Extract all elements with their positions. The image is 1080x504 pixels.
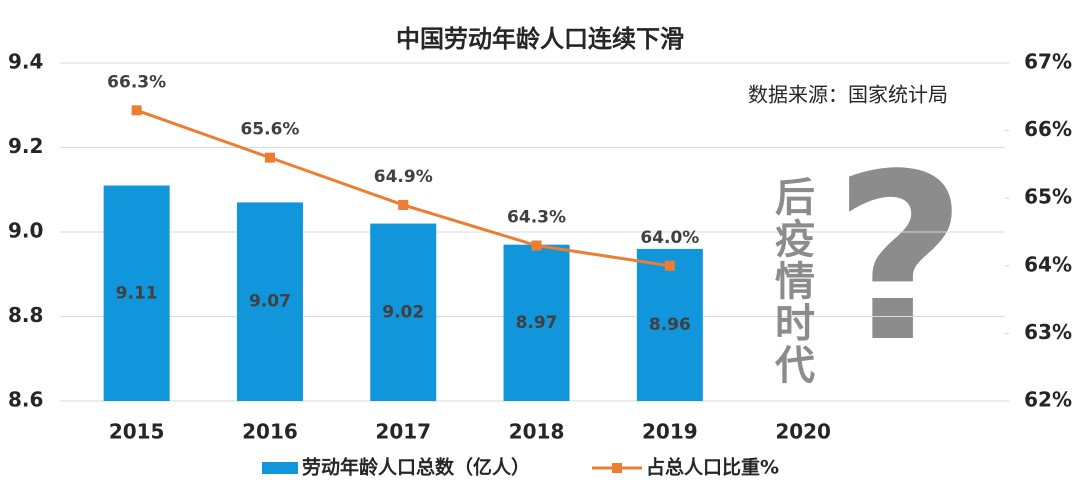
line-label: 64.0% xyxy=(640,228,699,248)
y2-tick-label: 65% xyxy=(1024,185,1072,209)
y2-tick-label: 63% xyxy=(1024,320,1072,344)
bar-label: 9.07 xyxy=(249,292,291,312)
x-tick-label: 2019 xyxy=(642,420,698,444)
bar-label: 8.96 xyxy=(649,315,691,335)
x-tick-label: 2015 xyxy=(109,420,165,444)
y-tick-label: 8.8 xyxy=(8,303,43,327)
line-label: 64.3% xyxy=(507,208,566,228)
y2-tick-label: 62% xyxy=(1024,388,1072,412)
line-label: 66.3% xyxy=(107,72,166,92)
bar-label: 9.02 xyxy=(382,302,424,322)
bar xyxy=(636,248,703,401)
y2-tick-label: 67% xyxy=(1024,50,1072,74)
line-label: 65.6% xyxy=(240,120,299,140)
line-marker xyxy=(664,260,675,271)
legend-label: 占总人口比重% xyxy=(646,456,779,479)
x-tick-label: 2018 xyxy=(509,420,565,444)
x-tick-label: 2020 xyxy=(775,420,831,444)
line-marker xyxy=(531,240,542,251)
y-tick-label: 9.0 xyxy=(8,219,43,243)
y2-tick-label: 64% xyxy=(1024,252,1072,276)
line-marker xyxy=(398,199,409,210)
vertical-annotation: 后疫情时代 xyxy=(774,175,815,389)
legend-label: 劳动年龄人口总数（亿人） xyxy=(302,456,530,479)
line-label: 64.9% xyxy=(374,167,433,187)
line-marker xyxy=(131,105,142,116)
y-tick-label: 8.6 xyxy=(8,388,43,412)
bar xyxy=(236,202,303,401)
question-mark: ? xyxy=(833,126,966,393)
bar xyxy=(370,223,437,401)
y-tick-label: 9.2 xyxy=(8,134,43,158)
line-marker xyxy=(264,152,275,163)
y-tick-label: 9.4 xyxy=(8,50,43,74)
x-tick-label: 2016 xyxy=(242,420,298,444)
bar xyxy=(103,185,170,401)
x-tick-label: 2017 xyxy=(375,420,431,444)
chart-title: 中国劳动年龄人口连续下滑 xyxy=(396,25,684,53)
legend-swatch xyxy=(262,462,298,474)
bar-label: 9.11 xyxy=(116,283,158,303)
legend-swatch xyxy=(612,463,622,473)
bar xyxy=(503,244,570,401)
bar-label: 8.97 xyxy=(516,313,558,333)
source-note: 数据来源：国家统计局 xyxy=(748,83,948,107)
y2-tick-label: 66% xyxy=(1024,117,1072,141)
